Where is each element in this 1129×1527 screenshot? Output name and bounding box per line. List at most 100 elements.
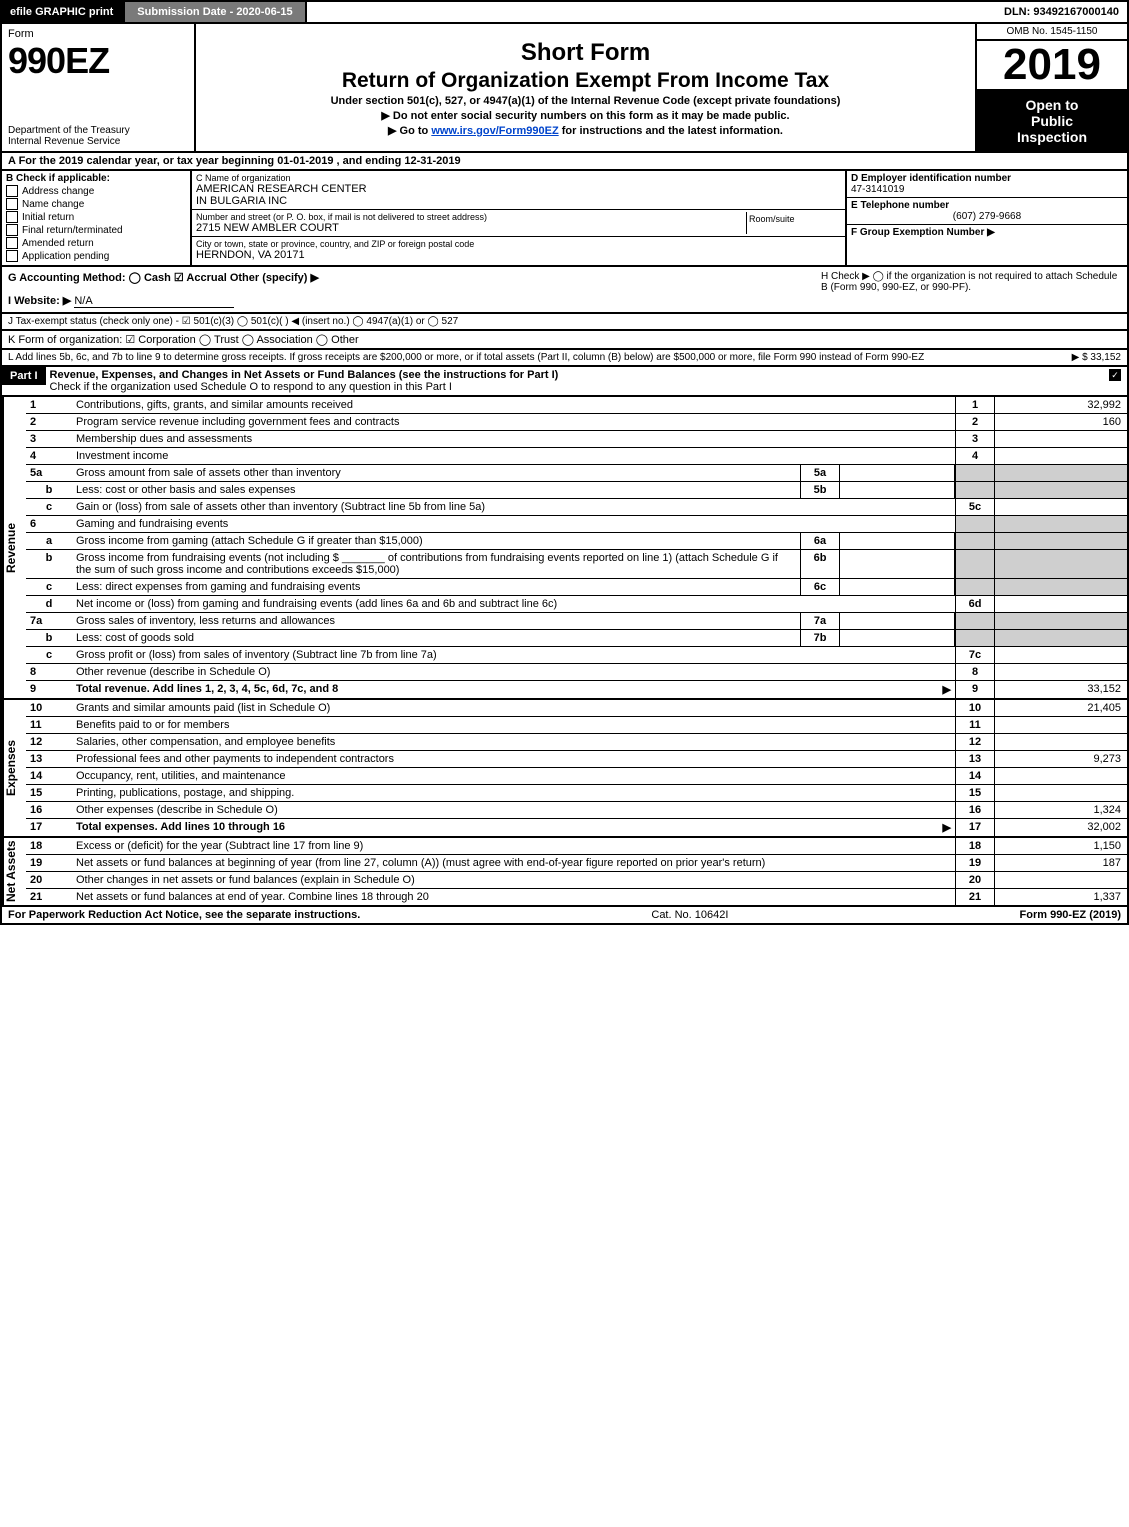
return-title: Return of Organization Exempt From Incom…: [202, 69, 969, 93]
line-4: 4Investment income 4: [26, 448, 1127, 465]
line-5b: bLess: cost or other basis and sales exp…: [26, 482, 1127, 499]
line-21: 21Net assets or fund balances at end of …: [26, 889, 1127, 905]
line-12: 12Salaries, other compensation, and empl…: [26, 734, 1127, 751]
org-name-1: AMERICAN RESEARCH CENTER: [196, 183, 841, 195]
form-word: Form: [8, 28, 188, 40]
row-a-tax-year: A For the 2019 calendar year, or tax yea…: [0, 153, 1129, 171]
line-20: 20Other changes in net assets or fund ba…: [26, 872, 1127, 889]
ein-value: 47-3141019: [851, 184, 1123, 195]
tax-year: 2019: [977, 41, 1127, 91]
revenue-section: Revenue 1Contributions, gifts, grants, a…: [0, 397, 1129, 700]
short-form-title: Short Form: [202, 39, 969, 67]
form-number: 990EZ: [8, 40, 188, 82]
line-6a: aGross income from gaming (attach Schedu…: [26, 533, 1127, 550]
goto-post: for instructions and the latest informat…: [562, 125, 783, 137]
part-i-checkbox[interactable]: ✓: [1103, 367, 1127, 381]
form-header: Form 990EZ Department of the Treasury In…: [0, 24, 1129, 153]
column-def: D Employer identification number 47-3141…: [845, 171, 1127, 265]
line-5a: 5aGross amount from sale of assets other…: [26, 465, 1127, 482]
ssn-notice: ▶ Do not enter social security numbers o…: [202, 109, 969, 122]
header-center: Short Form Return of Organization Exempt…: [196, 24, 975, 151]
row-gh: G Accounting Method: ◯ Cash ☑ Accrual Ot…: [0, 267, 1129, 314]
open-public-box: Open to Public Inspection: [977, 91, 1127, 151]
line-9: 9Total revenue. Add lines 1, 2, 3, 4, 5c…: [26, 681, 1127, 698]
row-j-tax-exempt: J Tax-exempt status (check only one) - ☑…: [0, 314, 1129, 331]
line-7a: 7aGross sales of inventory, less returns…: [26, 613, 1127, 630]
line-11: 11Benefits paid to or for members 11: [26, 717, 1127, 734]
part-i-header-row: Part I Revenue, Expenses, and Changes in…: [0, 367, 1129, 397]
line-5c: cGain or (loss) from sale of assets othe…: [26, 499, 1127, 516]
city-value: HERNDON, VA 20171: [196, 249, 841, 261]
e-label: E Telephone number: [851, 200, 1123, 211]
top-bar: efile GRAPHIC print Submission Date - 20…: [0, 0, 1129, 24]
submission-date-button[interactable]: Submission Date - 2020-06-15: [123, 2, 306, 22]
row-k-org-form: K Form of organization: ☑ Corporation ◯ …: [0, 331, 1129, 350]
chk-name-change[interactable]: Name change: [6, 198, 186, 210]
chk-amended-return[interactable]: Amended return: [6, 237, 186, 249]
line-15: 15Printing, publications, postage, and s…: [26, 785, 1127, 802]
i-label: I Website: ▶: [8, 295, 71, 307]
dept-treasury: Department of the Treasury: [8, 125, 188, 136]
top-bar-left: efile GRAPHIC print Submission Date - 20…: [2, 2, 307, 22]
city-label: City or town, state or province, country…: [196, 239, 841, 249]
line-6: 6Gaming and fundraising events: [26, 516, 1127, 533]
footer-right: Form 990-EZ (2019): [1020, 909, 1121, 921]
line-7b: bLess: cost of goods sold 7b: [26, 630, 1127, 647]
info-grid: B Check if applicable: Address change Na…: [0, 171, 1129, 267]
line-8: 8Other revenue (describe in Schedule O) …: [26, 664, 1127, 681]
revenue-side-label: Revenue: [2, 397, 26, 698]
footer-left: For Paperwork Reduction Act Notice, see …: [8, 909, 360, 921]
website-value: N/A: [74, 295, 234, 308]
h-check: H Check ▶ ◯ if the organization is not r…: [821, 271, 1121, 308]
l-value: ▶ $ 33,152: [1072, 352, 1121, 363]
page-footer: For Paperwork Reduction Act Notice, see …: [0, 907, 1129, 925]
line-7c: cGross profit or (loss) from sales of in…: [26, 647, 1127, 664]
room-label: Room/suite: [749, 214, 839, 224]
chk-application-pending[interactable]: Application pending: [6, 250, 186, 262]
chk-final-return[interactable]: Final return/terminated: [6, 224, 186, 236]
column-c: C Name of organization AMERICAN RESEARCH…: [192, 171, 845, 265]
org-name-2: IN BULGARIA INC: [196, 195, 841, 207]
line-14: 14Occupancy, rent, utilities, and mainte…: [26, 768, 1127, 785]
line-1: 1Contributions, gifts, grants, and simil…: [26, 397, 1127, 414]
line-18: 18Excess or (deficit) for the year (Subt…: [26, 838, 1127, 855]
l-text: L Add lines 5b, 6c, and 7b to line 9 to …: [8, 352, 924, 363]
line-6c: cLess: direct expenses from gaming and f…: [26, 579, 1127, 596]
efile-button[interactable]: efile GRAPHIC print: [2, 2, 123, 22]
expenses-section: Expenses 10Grants and similar amounts pa…: [0, 700, 1129, 838]
column-b: B Check if applicable: Address change Na…: [2, 171, 192, 265]
line-16: 16Other expenses (describe in Schedule O…: [26, 802, 1127, 819]
net-assets-side-label: Net Assets: [2, 838, 26, 905]
d-label: D Employer identification number: [851, 173, 1123, 184]
line-6b: bGross income from fundraising events (n…: [26, 550, 1127, 579]
chk-address-change[interactable]: Address change: [6, 185, 186, 197]
line-13: 13Professional fees and other payments t…: [26, 751, 1127, 768]
chk-initial-return[interactable]: Initial return: [6, 211, 186, 223]
dept-irs: Internal Revenue Service: [8, 136, 188, 147]
c-label: C Name of organization: [196, 173, 841, 183]
open-line1: Open to: [979, 97, 1125, 113]
under-section: Under section 501(c), 527, or 4947(a)(1)…: [202, 95, 969, 107]
header-right: OMB No. 1545-1150 2019 Open to Public In…: [975, 24, 1127, 151]
part-i-sub: Check if the organization used Schedule …: [50, 381, 452, 393]
phone-value: (607) 279-9668: [851, 211, 1123, 222]
omb-number: OMB No. 1545-1150: [977, 24, 1127, 41]
net-assets-section: Net Assets 18Excess or (deficit) for the…: [0, 838, 1129, 907]
part-i-title: Revenue, Expenses, and Changes in Net As…: [46, 367, 1103, 395]
line-17: 17Total expenses. Add lines 10 through 1…: [26, 819, 1127, 836]
irs-link[interactable]: www.irs.gov/Form990EZ: [431, 125, 558, 137]
line-2: 2Program service revenue including gover…: [26, 414, 1127, 431]
part-i-label: Part I: [2, 367, 46, 385]
open-line2: Public: [979, 113, 1125, 129]
row-l-gross-receipts: L Add lines 5b, 6c, and 7b to line 9 to …: [0, 350, 1129, 367]
line-3: 3Membership dues and assessments 3: [26, 431, 1127, 448]
street-label: Number and street (or P. O. box, if mail…: [196, 212, 746, 222]
g-accounting: G Accounting Method: ◯ Cash ☑ Accrual Ot…: [8, 271, 801, 284]
dln-label: DLN: 93492167000140: [996, 2, 1127, 22]
footer-center: Cat. No. 10642I: [651, 909, 728, 921]
f-label: F Group Exemption Number ▶: [851, 227, 1123, 238]
col-b-head: B Check if applicable:: [6, 173, 186, 184]
open-line3: Inspection: [979, 129, 1125, 145]
line-6d: dNet income or (loss) from gaming and fu…: [26, 596, 1127, 613]
goto-notice: ▶ Go to www.irs.gov/Form990EZ for instru…: [202, 124, 969, 137]
